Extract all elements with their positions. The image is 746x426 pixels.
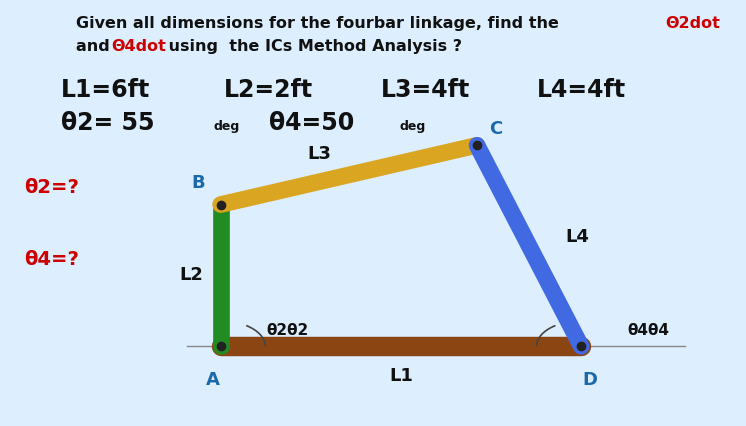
Text: A: A [207, 371, 220, 389]
Text: L2=2ft: L2=2ft [225, 78, 313, 101]
Text: Given all dimensions for the fourbar linkage, find the: Given all dimensions for the fourbar lin… [75, 16, 564, 31]
Text: θ2= 55: θ2= 55 [61, 112, 154, 135]
Text: L3: L3 [307, 145, 331, 163]
Text: using  the ICs Method Analysis ?: using the ICs Method Analysis ? [163, 39, 463, 54]
Text: L4: L4 [565, 228, 589, 246]
Text: and: and [75, 39, 115, 54]
Text: θ2θ2: θ2θ2 [266, 323, 309, 338]
Text: L1=6ft: L1=6ft [61, 78, 150, 101]
Text: θ4=50: θ4=50 [269, 112, 354, 135]
Text: deg: deg [213, 120, 239, 133]
Text: θ4=?: θ4=? [24, 250, 78, 269]
Text: L2: L2 [179, 266, 203, 285]
Text: deg: deg [399, 120, 425, 133]
Text: θ2=?: θ2=? [24, 178, 78, 197]
Text: D: D [583, 371, 598, 389]
Text: Θ4dot: Θ4dot [111, 39, 166, 54]
Text: Θ2dot: Θ2dot [665, 16, 720, 31]
Text: B: B [192, 174, 205, 192]
Text: C: C [489, 120, 502, 138]
Text: L3=4ft: L3=4ft [380, 78, 470, 101]
Text: θ4θ4: θ4θ4 [627, 323, 669, 338]
Text: L4=4ft: L4=4ft [536, 78, 626, 101]
Text: L1: L1 [389, 367, 413, 385]
